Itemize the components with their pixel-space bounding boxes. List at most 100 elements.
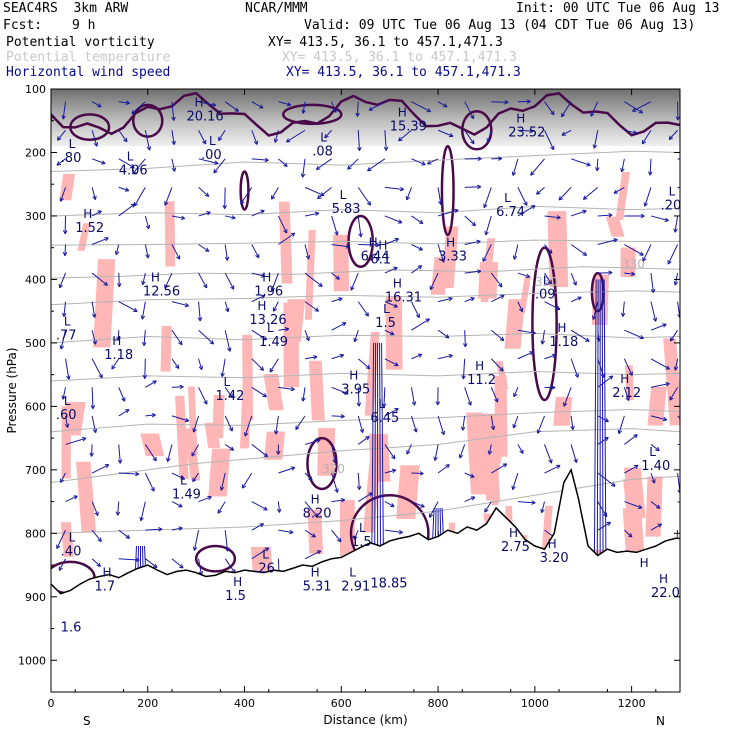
wind-vector (118, 203, 136, 217)
wind-vector (118, 529, 130, 539)
wind-arrowhead (470, 297, 475, 302)
wind-vector (278, 101, 291, 106)
wind-arrowhead (133, 307, 138, 312)
theta-contour (51, 150, 680, 173)
wind-vector (517, 129, 534, 132)
wind-arrowhead (405, 195, 411, 201)
wind-arrowhead (73, 495, 78, 500)
wind-arrowhead (608, 212, 613, 218)
pv-extremum-marker: H (398, 105, 407, 119)
wind-arrowhead (142, 341, 147, 347)
wind-vector (597, 214, 613, 217)
wind-vector (304, 356, 318, 360)
wind-vector (251, 295, 266, 303)
wind-vector (331, 444, 336, 464)
wind-arrowhead (525, 273, 531, 279)
pv-extremum-marker: L (340, 188, 347, 202)
wind-vector (384, 444, 396, 460)
wind-arrowhead (356, 485, 362, 490)
wind-vector (677, 301, 680, 318)
wind-arrowhead (497, 156, 503, 161)
y-tick-label: 500 (25, 337, 46, 350)
wind-vector (304, 272, 323, 287)
wind-vector (347, 158, 359, 170)
wind-vector (91, 529, 102, 542)
wind-arrowhead (91, 313, 97, 318)
wind-vector (570, 329, 590, 342)
pv-extremum-marker: L (224, 375, 231, 389)
wind-vector (198, 101, 216, 106)
y-axis-label: Pressure (hPa) (5, 347, 19, 433)
theta-contour (51, 266, 680, 279)
wind-vector (317, 186, 332, 200)
wind-vector (624, 129, 637, 134)
wind-vector (650, 358, 670, 370)
wind-arrowhead (184, 302, 189, 308)
wind-vector (140, 501, 146, 521)
wind-vector (613, 186, 625, 194)
wind-vector (304, 529, 316, 538)
wind-vector (62, 387, 67, 400)
wind-arrowhead (366, 201, 372, 206)
wind-vector (271, 272, 279, 292)
wind-vector (118, 273, 120, 287)
wind-arrowhead (290, 232, 296, 237)
wind-arrowhead (263, 452, 269, 458)
wind-arrowhead (662, 416, 668, 422)
pv-extremum-marker: H (446, 235, 455, 249)
wind-vector (295, 415, 306, 430)
wind-vector (331, 244, 350, 248)
pv-extremum-marker: H (262, 270, 271, 284)
pv-extremum-marker: L (383, 302, 390, 316)
wind-arrowhead (586, 162, 591, 167)
wind-vector (251, 444, 268, 458)
pv-extremum-value: 1.96 (254, 284, 283, 299)
pv-extremum-marker: L (349, 565, 356, 579)
wind-arrowhead (406, 450, 411, 455)
wind-vector (512, 415, 519, 429)
wind-arrowhead (227, 347, 232, 352)
wind-arrowhead (218, 136, 223, 141)
wind-arrowhead (664, 217, 669, 222)
wind-arrowhead (253, 140, 259, 145)
wind-arrowhead (470, 139, 475, 145)
pv-extremum-marker: H (475, 359, 484, 373)
wind-arrowhead (241, 484, 247, 489)
wind-vector (437, 244, 445, 263)
wind-vector (171, 101, 175, 121)
wind-vector (251, 386, 267, 398)
wind-arrowhead (334, 488, 339, 493)
wind-arrowhead (264, 547, 270, 552)
pv-shading-streak (332, 234, 350, 292)
wind-arrowhead (225, 307, 230, 313)
wind-arrowhead (585, 337, 590, 342)
wind-arrowhead (117, 459, 123, 464)
wind-arrowhead (531, 500, 536, 505)
wind-vector (384, 469, 396, 474)
wind-vector (142, 272, 146, 285)
wind-vector-strong (596, 279, 599, 600)
wind-arrowhead (556, 215, 561, 220)
wind-vector (367, 158, 386, 172)
wind-arrowhead (476, 269, 482, 274)
wind-arrowhead (62, 230, 68, 235)
valid-time: Valid: 09 UTC Tue 06 Aug 13 (04 CDT Tue … (304, 18, 696, 33)
wind-vector (537, 415, 545, 434)
wind-arrowhead (344, 390, 349, 395)
wind-vector (198, 496, 212, 503)
wind-vector (224, 101, 239, 112)
wind-arrowhead (689, 505, 693, 508)
wind-vector (583, 187, 599, 200)
wind-arrowhead (429, 285, 434, 291)
wind-arrowhead (171, 167, 177, 172)
wind-vector (490, 415, 495, 430)
pv-extremum-marker: H (659, 572, 668, 586)
wind-vector (304, 501, 318, 518)
wind-vector (218, 129, 226, 141)
wind-vector (487, 130, 492, 143)
pv-extremum-value: 5.83 (332, 202, 361, 217)
wind-vector (624, 529, 633, 538)
wind-arrowhead (338, 297, 343, 302)
pv-extremum-marker: L (359, 521, 366, 535)
wind-vector (304, 244, 310, 260)
